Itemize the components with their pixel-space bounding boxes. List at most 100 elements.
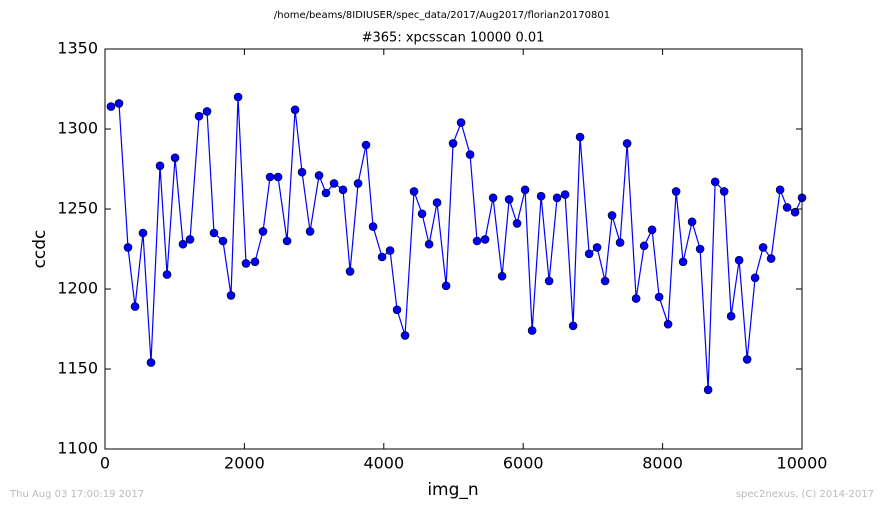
data-point <box>465 150 475 159</box>
data-point <box>282 236 292 246</box>
data-point <box>654 292 664 302</box>
data-point <box>146 358 156 367</box>
data-point <box>155 161 165 171</box>
data-point <box>671 187 681 196</box>
data-point <box>639 241 649 251</box>
timestamp: Thu Aug 03 17:00:19 2017 <box>9 489 144 500</box>
data-point <box>472 236 482 246</box>
data-point <box>497 271 507 281</box>
data-point <box>417 209 427 219</box>
data-point <box>368 222 378 231</box>
data-point <box>663 319 673 329</box>
data-point <box>194 111 204 121</box>
data-point <box>441 281 451 291</box>
y-tick-label: 1250 <box>57 199 98 218</box>
credit: spec2nexus, (C) 2014-2017 <box>736 489 874 500</box>
y-tick-label: 1150 <box>57 359 98 378</box>
plot-frame <box>104 48 803 450</box>
data-point <box>138 228 148 238</box>
chart-title: #365: xpcsscan 10000 0.01 <box>362 31 545 46</box>
data-point <box>647 225 657 235</box>
data-point <box>258 227 268 236</box>
data-point <box>202 107 212 116</box>
data-point <box>321 188 331 198</box>
data-point <box>338 185 348 195</box>
data-point <box>584 249 594 259</box>
data-point <box>695 244 705 254</box>
data-point <box>297 167 307 177</box>
data-point <box>314 171 324 180</box>
data-point <box>575 132 585 142</box>
x-tick-label: 10000 <box>777 454 828 473</box>
data-point <box>480 235 490 244</box>
data-point <box>290 105 300 115</box>
data-point <box>687 217 697 227</box>
y-axis-label: ccdc <box>30 230 50 269</box>
data-point <box>456 118 466 127</box>
data-point <box>790 207 800 217</box>
data-point <box>106 102 116 111</box>
data-point <box>329 179 339 188</box>
supertitle: /home/beams/8IDIUSER/spec_data/2017/Aug2… <box>274 10 610 21</box>
data-point <box>592 243 602 252</box>
data-point <box>185 235 195 244</box>
data-point <box>607 211 617 220</box>
data-point <box>527 326 537 335</box>
x-tick-label: 6000 <box>503 454 544 473</box>
data-point <box>305 227 315 236</box>
data-point <box>377 252 387 262</box>
x-tick-label: 8000 <box>642 454 683 473</box>
x-axis-label: img_n <box>427 480 478 500</box>
data-point <box>710 177 720 187</box>
data-point <box>703 385 713 395</box>
data-point <box>615 238 625 247</box>
data-point <box>353 179 363 188</box>
data-point <box>424 239 434 249</box>
data-point <box>385 246 395 255</box>
data-point <box>488 193 498 203</box>
data-point <box>250 257 260 267</box>
data-point <box>734 255 744 265</box>
data-point <box>178 239 188 249</box>
data-point <box>678 257 688 267</box>
data-point <box>512 219 522 228</box>
data-point <box>536 191 546 201</box>
data-point <box>766 254 776 263</box>
data-point <box>568 321 578 331</box>
data-point <box>631 294 641 303</box>
data-point <box>345 267 355 276</box>
data-point <box>560 190 570 199</box>
x-tick-label: 0 <box>100 454 110 473</box>
data-point <box>226 291 236 300</box>
data-point <box>170 153 180 163</box>
x-tick-label: 4000 <box>363 454 404 473</box>
data-point <box>130 302 140 311</box>
data-point <box>392 305 402 315</box>
y-tick-label: 1200 <box>57 279 98 298</box>
data-point <box>162 270 172 279</box>
data-point <box>719 187 729 196</box>
data-point <box>400 331 410 340</box>
data-point <box>622 139 632 148</box>
data-point <box>750 273 760 283</box>
data-point <box>218 236 228 246</box>
data-point <box>742 355 752 364</box>
data-point <box>273 172 283 182</box>
data-point <box>758 243 768 252</box>
data-point <box>265 172 275 182</box>
data-point <box>782 203 792 212</box>
y-tick-label: 1300 <box>57 119 98 138</box>
data-point <box>233 92 243 102</box>
data-point <box>241 259 251 268</box>
y-tick-label: 1350 <box>57 39 98 58</box>
data-point <box>544 276 554 286</box>
data-point <box>726 311 736 321</box>
y-tick-label: 1100 <box>57 439 98 458</box>
data-point <box>504 195 514 204</box>
series-line <box>110 96 803 390</box>
data-point <box>600 276 610 286</box>
data-point <box>448 139 458 148</box>
data-point <box>209 228 219 238</box>
data-point <box>114 99 124 108</box>
